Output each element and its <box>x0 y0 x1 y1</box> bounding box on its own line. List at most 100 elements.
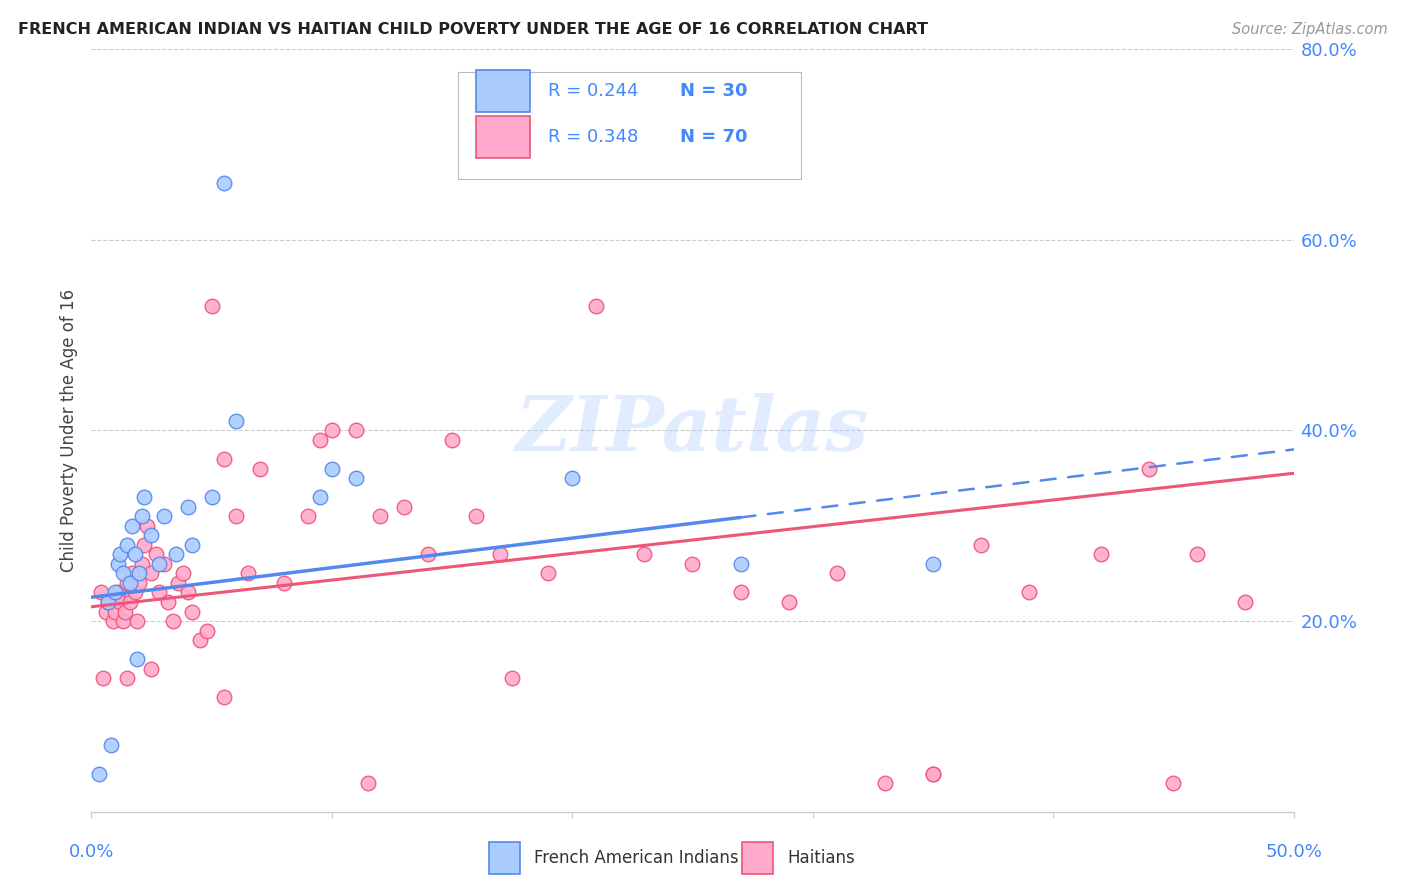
Point <box>125 614 148 628</box>
Point <box>100 595 122 609</box>
Point <box>440 433 463 447</box>
Point <box>157 595 180 609</box>
Point <box>131 509 153 524</box>
Point <box>825 566 848 581</box>
Point <box>141 566 163 581</box>
Point <box>212 690 235 705</box>
Point <box>1137 461 1160 475</box>
Point <box>118 576 141 591</box>
Point <box>176 585 198 599</box>
Point <box>172 566 194 581</box>
Point <box>1161 776 1184 790</box>
Point <box>162 614 184 628</box>
Point <box>110 547 132 561</box>
Text: Haitians: Haitians <box>787 849 855 867</box>
Point <box>181 605 204 619</box>
Point <box>873 776 896 790</box>
Point <box>344 424 367 438</box>
Point <box>125 652 148 666</box>
Point <box>134 490 156 504</box>
Point <box>104 585 127 599</box>
Point <box>117 538 139 552</box>
Point <box>465 509 488 524</box>
Point <box>110 595 132 609</box>
Point <box>135 518 157 533</box>
Point <box>1018 585 1040 599</box>
FancyBboxPatch shape <box>477 70 530 112</box>
Point <box>225 509 247 524</box>
Text: FRENCH AMERICAN INDIAN VS HAITIAN CHILD POVERTY UNDER THE AGE OF 16 CORRELATION : FRENCH AMERICAN INDIAN VS HAITIAN CHILD … <box>18 22 928 37</box>
Point <box>392 500 415 514</box>
Point <box>922 557 945 571</box>
Point <box>87 766 110 780</box>
Point <box>176 500 198 514</box>
Point <box>111 614 134 628</box>
Point <box>195 624 218 638</box>
Point <box>585 300 607 314</box>
Text: R = 0.244: R = 0.244 <box>548 82 638 100</box>
Point <box>201 490 224 504</box>
Point <box>148 585 170 599</box>
Point <box>152 557 174 571</box>
Text: 0.0%: 0.0% <box>69 843 114 861</box>
FancyBboxPatch shape <box>477 116 530 158</box>
Point <box>101 614 124 628</box>
Point <box>321 424 343 438</box>
Point <box>1090 547 1112 561</box>
Point <box>188 633 211 648</box>
Point <box>97 595 120 609</box>
Point <box>134 538 156 552</box>
Point <box>633 547 655 561</box>
Point <box>128 576 150 591</box>
Point <box>118 595 141 609</box>
Point <box>1234 595 1257 609</box>
Text: N = 30: N = 30 <box>681 82 748 100</box>
Point <box>121 518 143 533</box>
Point <box>236 566 259 581</box>
Point <box>93 671 115 685</box>
Point <box>181 538 204 552</box>
Point <box>124 585 146 599</box>
Point <box>167 576 190 591</box>
Point <box>321 461 343 475</box>
Text: N = 70: N = 70 <box>681 128 748 145</box>
Point <box>212 452 235 467</box>
Point <box>1187 547 1209 561</box>
Point <box>201 300 224 314</box>
Point <box>117 671 139 685</box>
Point <box>165 547 187 561</box>
Point <box>297 509 319 524</box>
Point <box>489 547 512 561</box>
Text: 50.0%: 50.0% <box>1265 843 1322 861</box>
Text: Source: ZipAtlas.com: Source: ZipAtlas.com <box>1232 22 1388 37</box>
Point <box>681 557 703 571</box>
Point <box>148 557 170 571</box>
Point <box>308 433 330 447</box>
Point <box>537 566 560 581</box>
Point <box>730 585 752 599</box>
Point <box>128 566 150 581</box>
Y-axis label: Child Poverty Under the Age of 16: Child Poverty Under the Age of 16 <box>60 289 79 572</box>
Point <box>249 461 271 475</box>
Point <box>141 528 163 542</box>
Point <box>97 595 120 609</box>
Point <box>344 471 367 485</box>
Point <box>225 414 247 428</box>
Point <box>308 490 330 504</box>
Point <box>107 557 129 571</box>
FancyBboxPatch shape <box>458 72 800 178</box>
Point <box>107 585 129 599</box>
Point <box>922 766 945 780</box>
Point <box>94 605 117 619</box>
Point <box>501 671 523 685</box>
Point <box>104 605 127 619</box>
Point <box>778 595 800 609</box>
Point <box>114 605 136 619</box>
Point <box>561 471 583 485</box>
Point <box>730 557 752 571</box>
Point <box>416 547 439 561</box>
Point <box>145 547 167 561</box>
Point <box>357 776 380 790</box>
Point <box>111 566 134 581</box>
Point <box>141 662 163 676</box>
